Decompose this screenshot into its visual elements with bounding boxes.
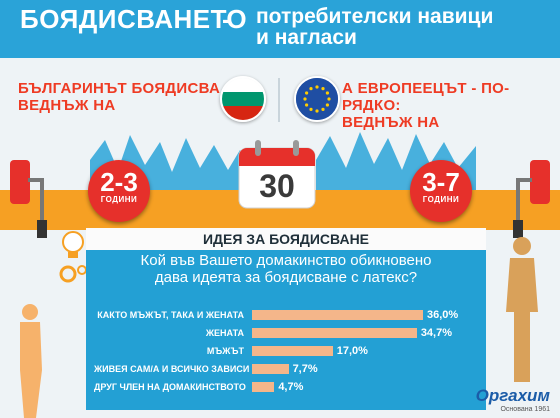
bar-value-label: 17,0%	[336, 345, 368, 357]
orgachim-logo: Оргахим Основана 1961	[456, 386, 556, 416]
page-subtitle: потребителски навици и нагласи	[256, 6, 493, 48]
bar	[252, 382, 275, 392]
survey-title: ИДЕЯ ЗА БОЯДИСВАНЕ	[86, 228, 486, 250]
bar	[252, 310, 423, 320]
divider	[278, 78, 280, 122]
bar-value-label: 7,7%	[292, 363, 318, 375]
subtitle-line-1: потребителски навици	[256, 5, 494, 28]
badge-europe-years: 3-7 ГОДИНИ	[410, 160, 472, 222]
bar-category-label: МЪЖЪТ	[206, 346, 244, 356]
badge-bulgaria-value: 2-3	[100, 167, 138, 197]
lightbulb-icon	[59, 231, 87, 283]
eu-flag-icon	[294, 76, 340, 122]
paint-roller-right-icon	[513, 160, 550, 238]
calendar-icon: 30	[237, 140, 317, 210]
survey-panel: ИДЕЯ ЗА БОЯДИСВАНЕ Кой във Вашето домаки…	[86, 228, 486, 410]
header-banner: БОЯДИСВАНЕТО - потребителски навици и на…	[0, 0, 560, 58]
subtitle-line-2: и нагласи	[256, 26, 357, 49]
bulgaria-flag-icon	[220, 76, 266, 122]
bar-value-label: 4,7%	[278, 381, 304, 393]
bar-value-label: 34,7%	[420, 327, 453, 339]
bar-category-label: КАКТО МЪЖЪТ, ТАКА И ЖЕНАТА	[97, 310, 244, 320]
bar-category-label: ДРУГ ЧЛЕН НА ДОМАКИНСТВОТО	[94, 382, 246, 392]
badge-bulgaria-years: 2-3 ГОДИНИ	[88, 160, 150, 222]
european-phrase-line-2: ВЕДНЪЖ НА	[342, 114, 440, 131]
badge-europe-value: 3-7	[422, 167, 460, 197]
bar-category-label: ЖИВЕЯ САМ/А И ВСИЧКО ЗАВИСИ ОТ МЕН	[94, 364, 287, 374]
bar	[252, 364, 289, 374]
paint-roller-left-icon	[10, 160, 47, 238]
bar	[252, 346, 333, 356]
page-title: БОЯДИСВАНЕТО	[20, 4, 248, 34]
title-dash: -	[222, 4, 232, 34]
person-silhouette-icon	[506, 237, 538, 382]
bulgarian-phrase-line-2: ВЕДНЪЖ НА	[18, 97, 116, 114]
survey-question-line-2: дава идеята за боядисване с латекс?	[154, 269, 418, 286]
logo-subtitle: Основана 1961	[500, 406, 550, 413]
bar-category-label: ЖЕНАТА	[205, 328, 244, 338]
european-phrase-line-1: А ЕВРОПЕЕЦЪТ - ПО-РЯДКО:	[342, 80, 510, 114]
bar	[252, 328, 417, 338]
bar-value-label: 36,0%	[427, 309, 459, 321]
european-phrase: А ЕВРОПЕЕЦЪТ - ПО-РЯДКО: ВЕДНЪЖ НА	[342, 80, 560, 131]
badge-bulgaria-unit: ГОДИНИ	[100, 195, 138, 204]
badge-europe-unit: ГОДИНИ	[422, 195, 460, 204]
survey-question-line-1: Кой във Вашето домакинство обикновено	[140, 252, 432, 269]
woman-silhouette-icon	[20, 304, 42, 418]
logo-name: Оргахим	[475, 386, 550, 405]
survey-question: Кой във Вашето домакинство обикновено да…	[86, 252, 486, 286]
bulgarian-phrase-line-1: БЪЛГАРИНЪТ БОЯДИСВА	[18, 80, 221, 97]
bulgarian-phrase: БЪЛГАРИНЪТ БОЯДИСВА ВЕДНЪЖ НА	[18, 80, 220, 114]
calendar-day: 30	[259, 168, 295, 204]
